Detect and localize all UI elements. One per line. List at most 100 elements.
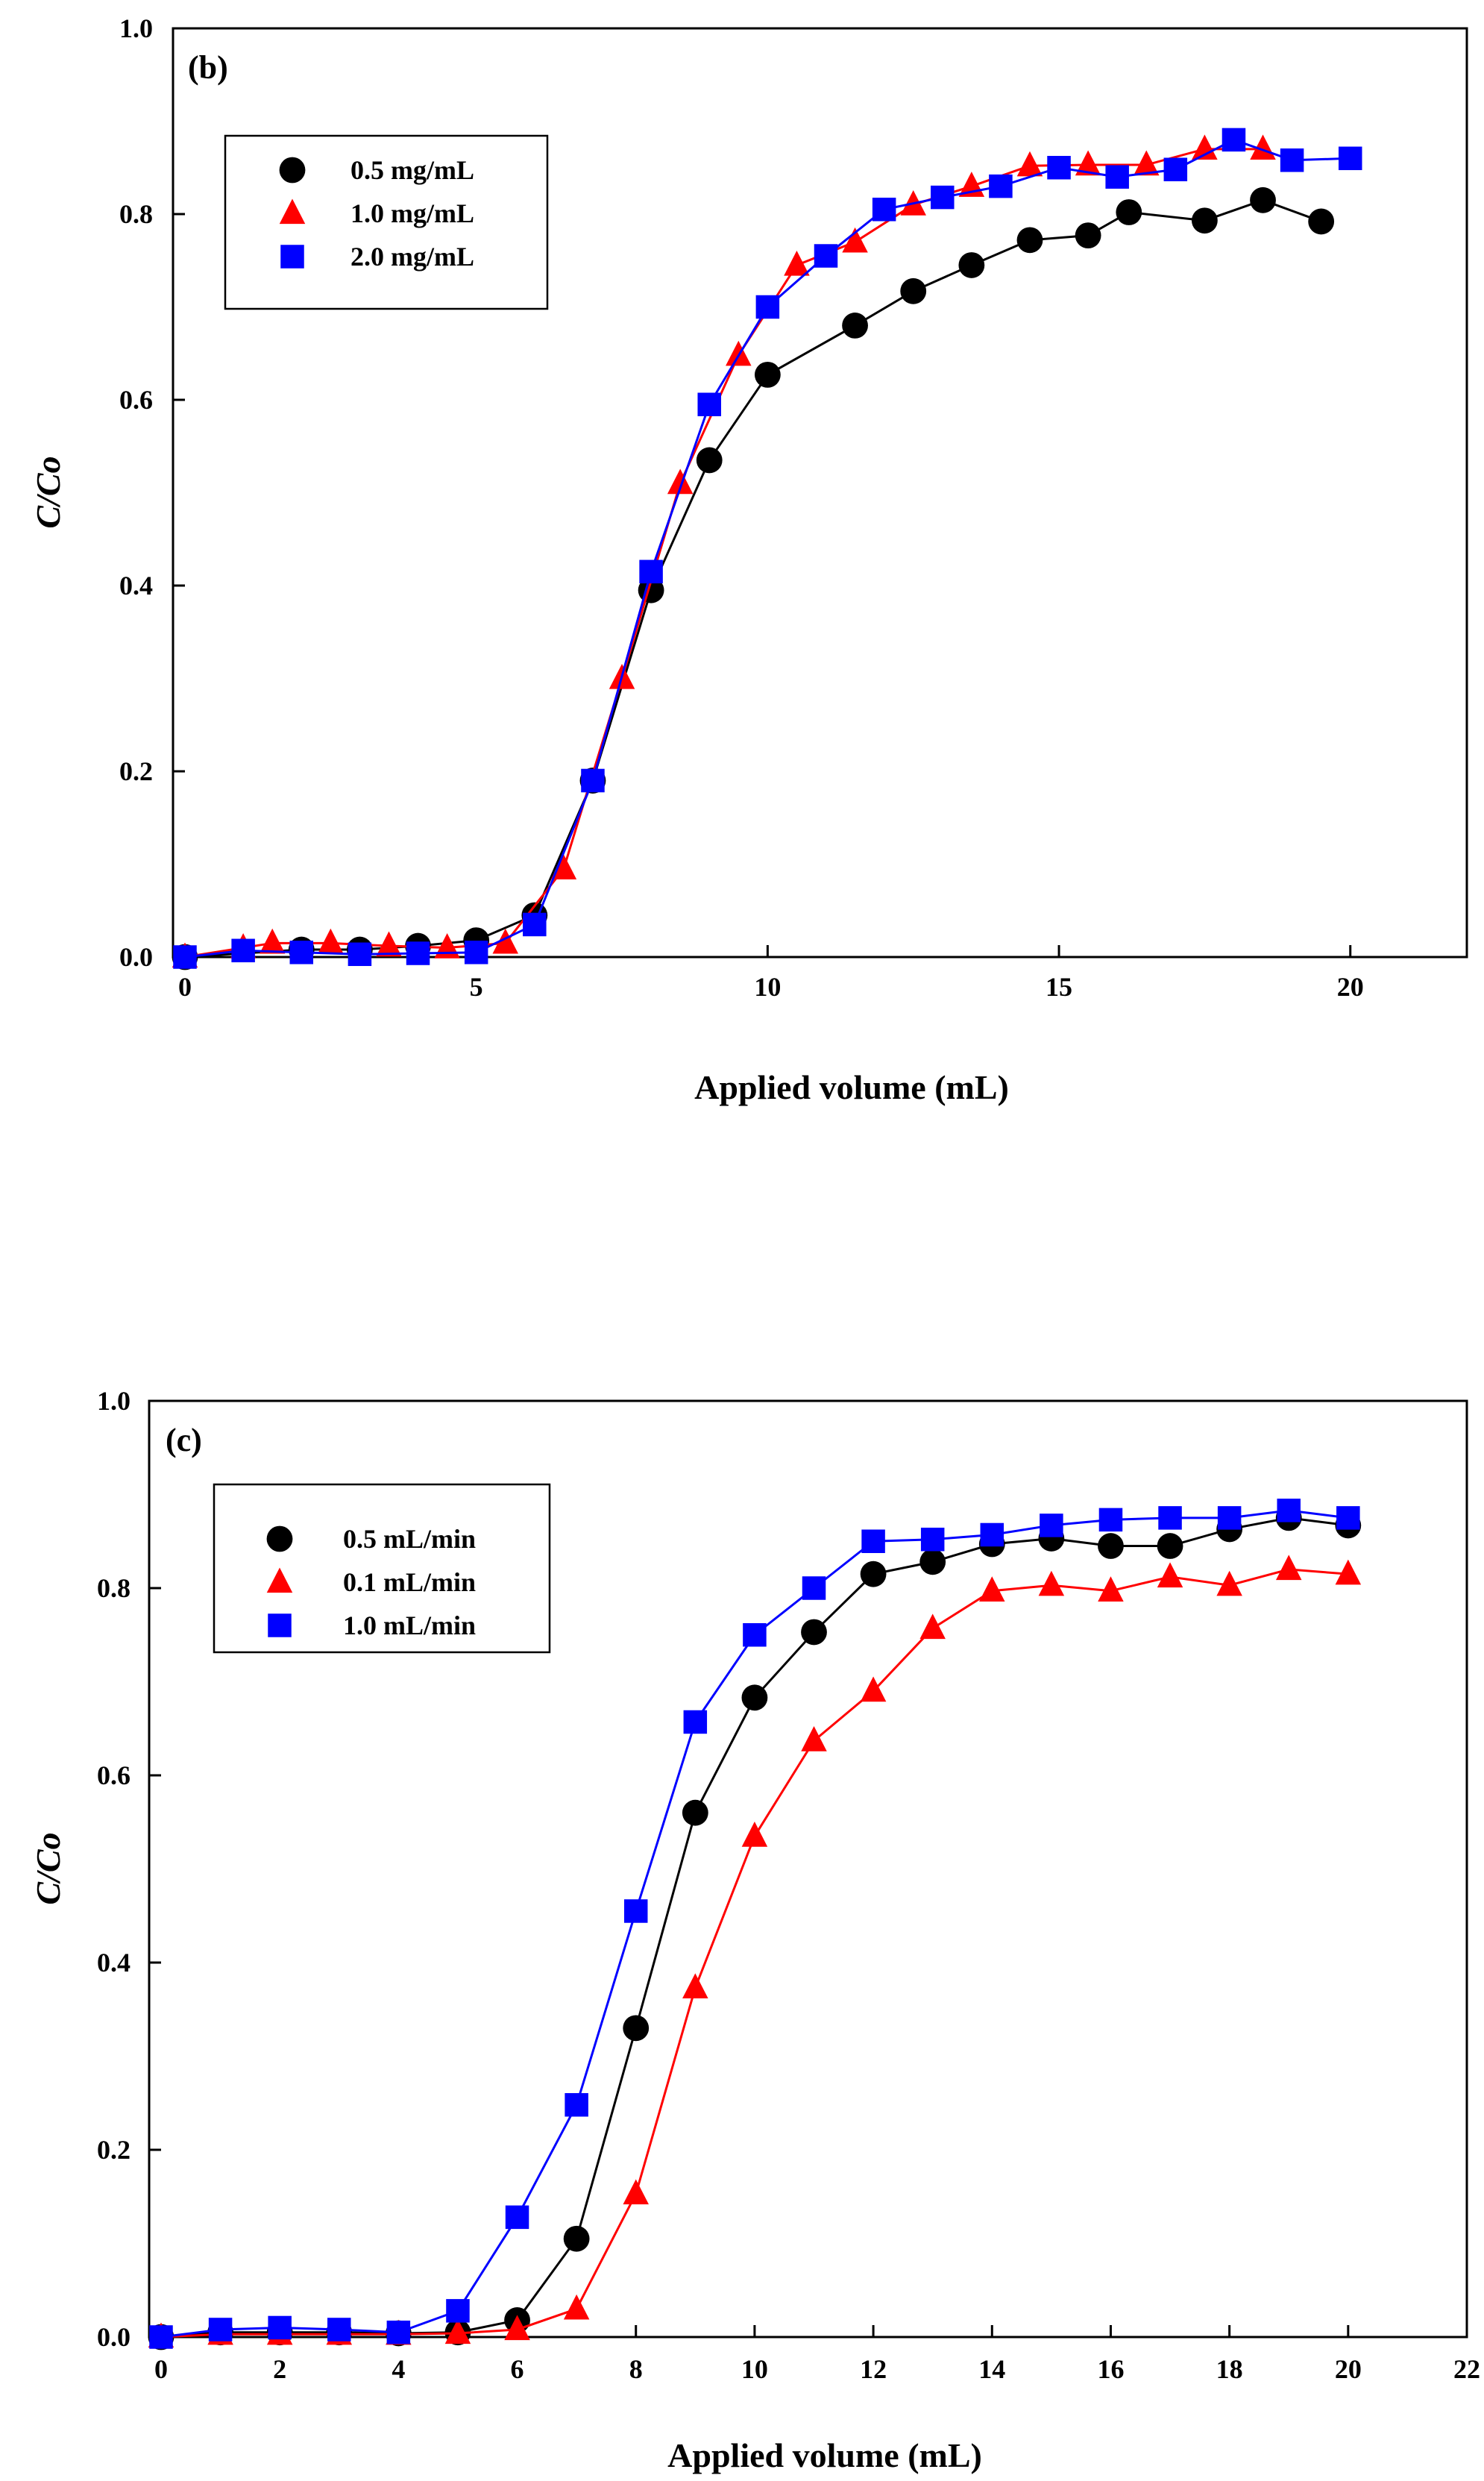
y-tick-label: 1.0 <box>97 1386 131 1416</box>
y-tick-label: 0.0 <box>119 942 153 972</box>
data-point <box>231 938 255 963</box>
legend-box <box>224 134 549 310</box>
data-point <box>1157 1533 1183 1559</box>
data-point <box>900 277 927 304</box>
data-point <box>683 1710 708 1734</box>
axis-ticks: 0 2 4 6 8 10 12 14 16 18 20 22 0.0 0.2 0.4 0.6 0.8 1.0 <box>97 1386 1480 2384</box>
legend-label: 1.0 mg/mL <box>350 198 474 228</box>
legend-label: 0.1 mL/min <box>343 1567 476 1597</box>
y-tick-label: 1.0 <box>119 13 153 43</box>
data-point <box>1116 199 1142 225</box>
data-point <box>920 1527 945 1552</box>
data-point <box>1217 1506 1242 1530</box>
data-point <box>492 928 518 954</box>
y-axis-title: C/Co <box>29 456 67 528</box>
data-point <box>1250 186 1276 213</box>
data-point <box>446 2299 470 2323</box>
plot-area-frame <box>172 27 1468 959</box>
data-point <box>1158 1506 1182 1530</box>
series-layer <box>172 128 1362 970</box>
data-point <box>565 2093 588 2117</box>
x-tick-label: 10 <box>754 972 781 1002</box>
x-tick-label: 0 <box>154 2354 168 2384</box>
data-point <box>563 2225 590 2252</box>
data-point <box>1047 156 1071 180</box>
data-point <box>386 2320 411 2344</box>
data-point <box>1075 150 1101 176</box>
x-tick-label: 20 <box>1337 972 1364 1002</box>
data-point <box>814 244 838 268</box>
data-point <box>1038 1570 1065 1596</box>
x-tick-label: 16 <box>1097 2354 1124 2384</box>
data-point <box>872 198 896 222</box>
data-point <box>741 1684 768 1711</box>
data-point <box>1336 1506 1360 1530</box>
data-point <box>1275 1555 1302 1581</box>
legend-marker <box>266 1567 293 1593</box>
data-point <box>327 2318 351 2342</box>
data-point <box>1192 134 1218 160</box>
data-point <box>842 227 868 253</box>
legend-label: 0.5 mL/min <box>343 1524 476 1554</box>
x-tick-label: 2 <box>273 2354 286 2384</box>
y-tick-label: 0.4 <box>119 571 153 600</box>
data-point <box>1098 1576 1124 1602</box>
data-point <box>563 2294 590 2320</box>
legend-marker <box>268 1613 292 1637</box>
legend-label: 2.0 mg/mL <box>350 242 474 272</box>
data-point <box>1308 208 1335 235</box>
y-tick-label: 0.8 <box>97 1573 131 1603</box>
data-point <box>667 468 694 495</box>
data-point <box>860 1676 887 1702</box>
legend-items: 0.5 mg/mL 1.0 mg/mL 2.0 mg/mL <box>279 155 474 272</box>
x-tick-label: 8 <box>629 2354 643 2384</box>
data-point <box>639 559 663 584</box>
x-tick-label: 0 <box>178 972 192 1002</box>
x-tick-label: 12 <box>860 2354 887 2384</box>
data-point <box>1216 1570 1242 1596</box>
data-point <box>1191 207 1218 234</box>
data-point <box>958 252 985 278</box>
legend-marker <box>280 245 304 269</box>
data-point <box>1277 1499 1301 1522</box>
data-point <box>623 2179 649 2205</box>
data-point <box>842 313 868 339</box>
x-tick-label: 10 <box>741 2354 768 2384</box>
data-point <box>173 945 197 969</box>
legend-items: 0.5 mL/min 0.1 mL/min 1.0 mL/min <box>266 1524 476 1640</box>
data-point <box>1105 165 1129 189</box>
x-tick-label: 20 <box>1335 2354 1362 2384</box>
data-point <box>406 941 430 965</box>
data-point <box>623 1899 648 1923</box>
x-axis-title: Applied volume (mL) <box>694 1068 1009 1106</box>
series-line-1 <box>160 1568 1348 2339</box>
data-point <box>1338 146 1362 171</box>
x-tick-label: 15 <box>1046 972 1072 1002</box>
data-point <box>318 928 344 954</box>
data-point <box>802 1576 826 1600</box>
data-point <box>259 928 286 954</box>
data-point <box>149 2325 173 2349</box>
data-point <box>755 295 780 319</box>
x-tick-label: 14 <box>978 2354 1005 2384</box>
data-point <box>289 941 314 965</box>
data-point <box>741 1822 768 1847</box>
data-point <box>989 174 1013 198</box>
data-point <box>1222 128 1246 152</box>
legend: 0.5 mg/mL 1.0 mg/mL 2.0 mg/mL <box>224 134 549 310</box>
data-point <box>623 2015 650 2042</box>
y-tick-label: 0.2 <box>119 756 153 786</box>
data-point <box>860 1561 887 1587</box>
legend-marker <box>266 1525 293 1552</box>
data-point <box>931 185 955 210</box>
y-axis-title: C/Co <box>29 1832 67 1904</box>
data-point <box>979 1576 1005 1602</box>
data-point <box>464 941 488 965</box>
y-tick-label: 0.0 <box>97 2322 131 2352</box>
data-point <box>1098 1533 1124 1559</box>
legend-marker <box>279 157 306 184</box>
data-point <box>1016 151 1043 177</box>
axis-ticks: 0 5 10 15 20 0.0 0.2 0.4 0.6 0.8 1.0 <box>119 13 1364 1002</box>
data-point <box>919 1613 946 1640</box>
data-point <box>1157 1562 1183 1588</box>
